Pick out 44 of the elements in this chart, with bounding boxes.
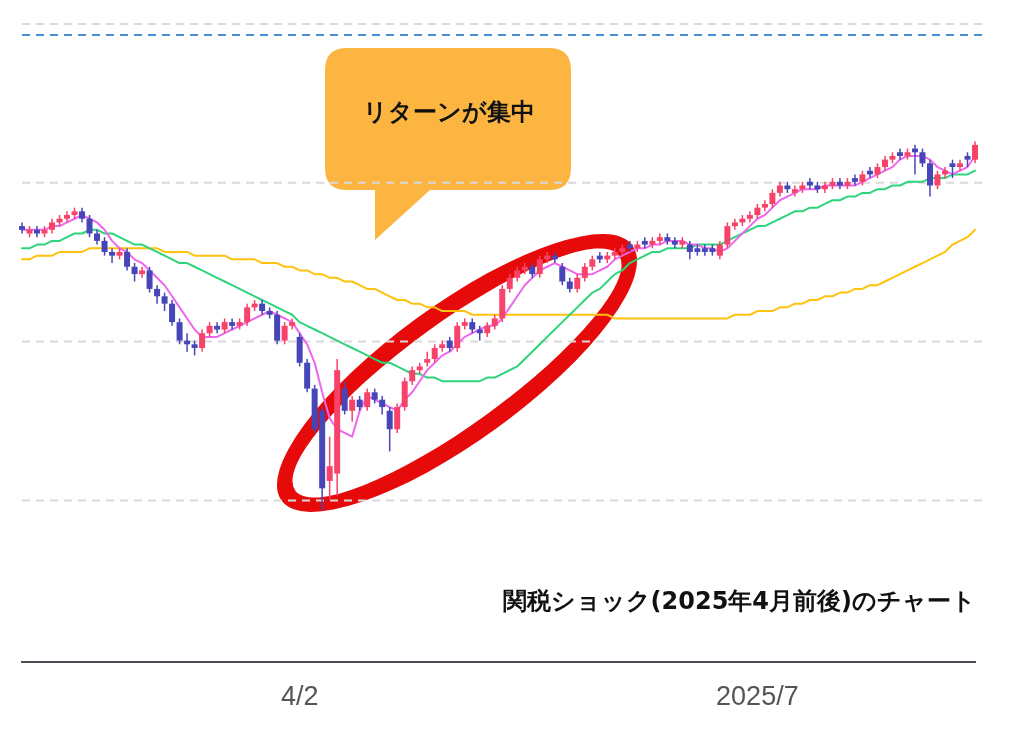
candlestick: [424, 350, 431, 368]
candlestick: [109, 247, 116, 264]
candlestick: [176, 317, 183, 346]
candlestick: [169, 299, 176, 327]
candlestick: [386, 406, 393, 453]
candlestick: [581, 262, 588, 283]
candlestick: [101, 236, 108, 257]
candlestick: [724, 221, 731, 250]
candlestick: [161, 291, 168, 312]
candlestick: [506, 273, 513, 294]
candlestick: [791, 184, 798, 198]
candlestick: [244, 302, 251, 327]
candlestick: [229, 317, 236, 331]
candlestick: [289, 317, 296, 331]
candlestick: [349, 395, 356, 423]
candlestick: [394, 402, 401, 434]
candlestick: [716, 240, 723, 261]
candlestick: [154, 284, 161, 305]
candlestick: [949, 158, 956, 179]
candlestick: [124, 247, 131, 272]
candlestick: [972, 140, 978, 165]
candlestick: [379, 395, 386, 416]
candlestick: [199, 328, 206, 353]
candlestick: [769, 188, 776, 209]
candlestick: [131, 262, 138, 283]
text: リターンが集中: [362, 97, 536, 128]
candlestick: [86, 214, 93, 238]
candlestick: [919, 147, 926, 168]
candlestick: [574, 273, 581, 294]
text: 関税ショック(2025年4月前後)のチャート: [502, 586, 976, 617]
candlestick: [926, 158, 933, 198]
candlestick: [281, 321, 288, 346]
x-tick-label: 4/2: [280, 681, 319, 712]
x-tick-label: 2025/7: [716, 681, 799, 712]
candlestick: [934, 169, 941, 190]
candlestick: [431, 343, 438, 364]
candlestick: [559, 262, 566, 286]
candlestick: [409, 365, 416, 386]
candlestick: [454, 321, 461, 353]
candlestick: [341, 380, 348, 416]
candlestick: [364, 387, 371, 412]
candlestick: [19, 221, 25, 235]
candlestick: [146, 265, 153, 294]
candlestick: [536, 254, 543, 279]
